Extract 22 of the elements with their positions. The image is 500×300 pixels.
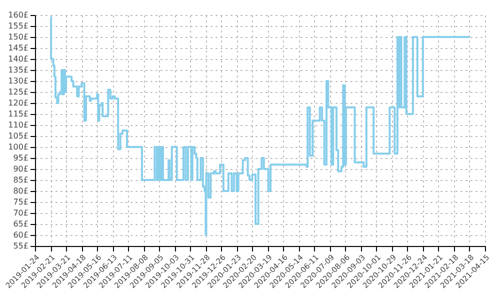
y-tick-label: 100£ [8, 142, 28, 152]
y-tick-label: 95£ [13, 154, 28, 162]
y-tick-label: 140£ [8, 54, 28, 64]
y-tick-label: 130£ [8, 76, 28, 86]
y-tick-label: 160£ [8, 10, 28, 20]
y-tick-label: 135£ [8, 66, 28, 74]
y-tick-label: 60£ [13, 230, 28, 240]
y-tick-label: 150£ [8, 32, 28, 42]
y-tick-label: 155£ [8, 22, 28, 30]
y-tick-label: 115£ [8, 110, 28, 118]
y-tick-label: 125£ [8, 88, 28, 96]
y-tick-label: 80£ [13, 186, 28, 196]
y-tick-label: 90£ [13, 164, 28, 174]
y-tick-label: 55£ [13, 242, 28, 250]
y-tick-label: 145£ [8, 44, 28, 52]
y-tick-label: 65£ [13, 220, 28, 228]
y-tick-label: 70£ [13, 208, 28, 218]
y-tick-label: 105£ [8, 132, 28, 140]
y-tick-label: 120£ [8, 98, 28, 108]
y-tick-label: 75£ [13, 198, 28, 206]
y-tick-label: 110£ [8, 120, 28, 130]
y-tick-label: 85£ [13, 176, 28, 184]
